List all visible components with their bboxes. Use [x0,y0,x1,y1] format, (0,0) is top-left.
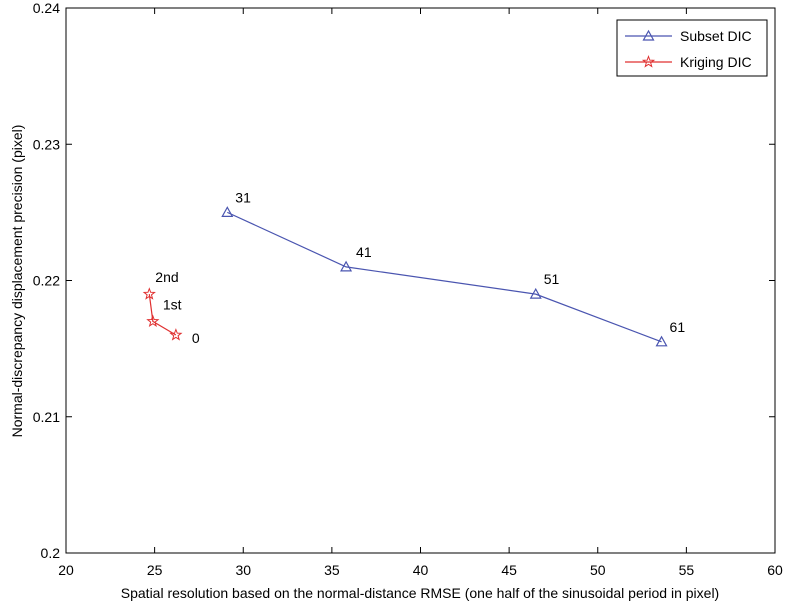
axis-ticks: 20 25 30 35 40 45 50 55 60 0.2 0.21 0.22 0.23 0.24 [33,0,783,578]
data-point-triangle [655,335,668,347]
series-subset-dic: 31 41 51 61 [221,189,686,347]
series-line [227,211,662,343]
legend-marker-subset [642,29,655,41]
data-point-triangle [340,260,353,272]
y-tick-label: 0.24 [33,0,60,16]
data-point-triangle [529,287,542,299]
data-point-star [146,314,160,327]
x-tick-label: 35 [324,562,340,578]
legend: Subset DIC Kriging DIC [616,19,768,77]
x-tick-label: 55 [679,562,695,578]
point-label: 61 [670,319,686,335]
legend-label-subset: Subset DIC [680,28,752,44]
y-tick-label: 0.23 [33,136,60,152]
point-label: 0 [192,330,200,346]
x-tick-label: 50 [590,562,606,578]
series-layer: 31 41 51 61 2nd 1st 0 [142,189,686,347]
x-tick-label: 45 [501,562,517,578]
legend-box [616,19,768,77]
y-tick-label: 0.22 [33,273,60,289]
x-tick-label: 30 [235,562,251,578]
x-tick-label: 20 [58,562,74,578]
point-label: 1st [163,296,182,312]
legend-marker-kriging [641,55,656,68]
x-tick-label: 25 [147,562,163,578]
y-tick-label: 0.2 [41,545,61,561]
x-tick-label: 40 [413,562,429,578]
x-tick-label: 60 [767,562,783,578]
data-point-star [169,328,183,341]
data-point-star [142,287,156,300]
x-axis-label: Spatial resolution based on the normal-d… [121,585,719,601]
data-point-triangle [221,206,234,217]
point-label: 31 [235,189,251,205]
series-kriging-dic: 2nd 1st 0 [142,269,200,346]
y-tick-label: 0.21 [33,409,60,425]
point-label: 2nd [155,269,178,285]
point-label: 41 [356,244,372,260]
plot-area [65,7,776,554]
legend-label-kriging: Kriging DIC [680,54,752,70]
y-axis-label: Normal-discrepancy displacement precisio… [9,125,25,438]
series-line [148,294,177,336]
point-label: 51 [544,271,560,287]
